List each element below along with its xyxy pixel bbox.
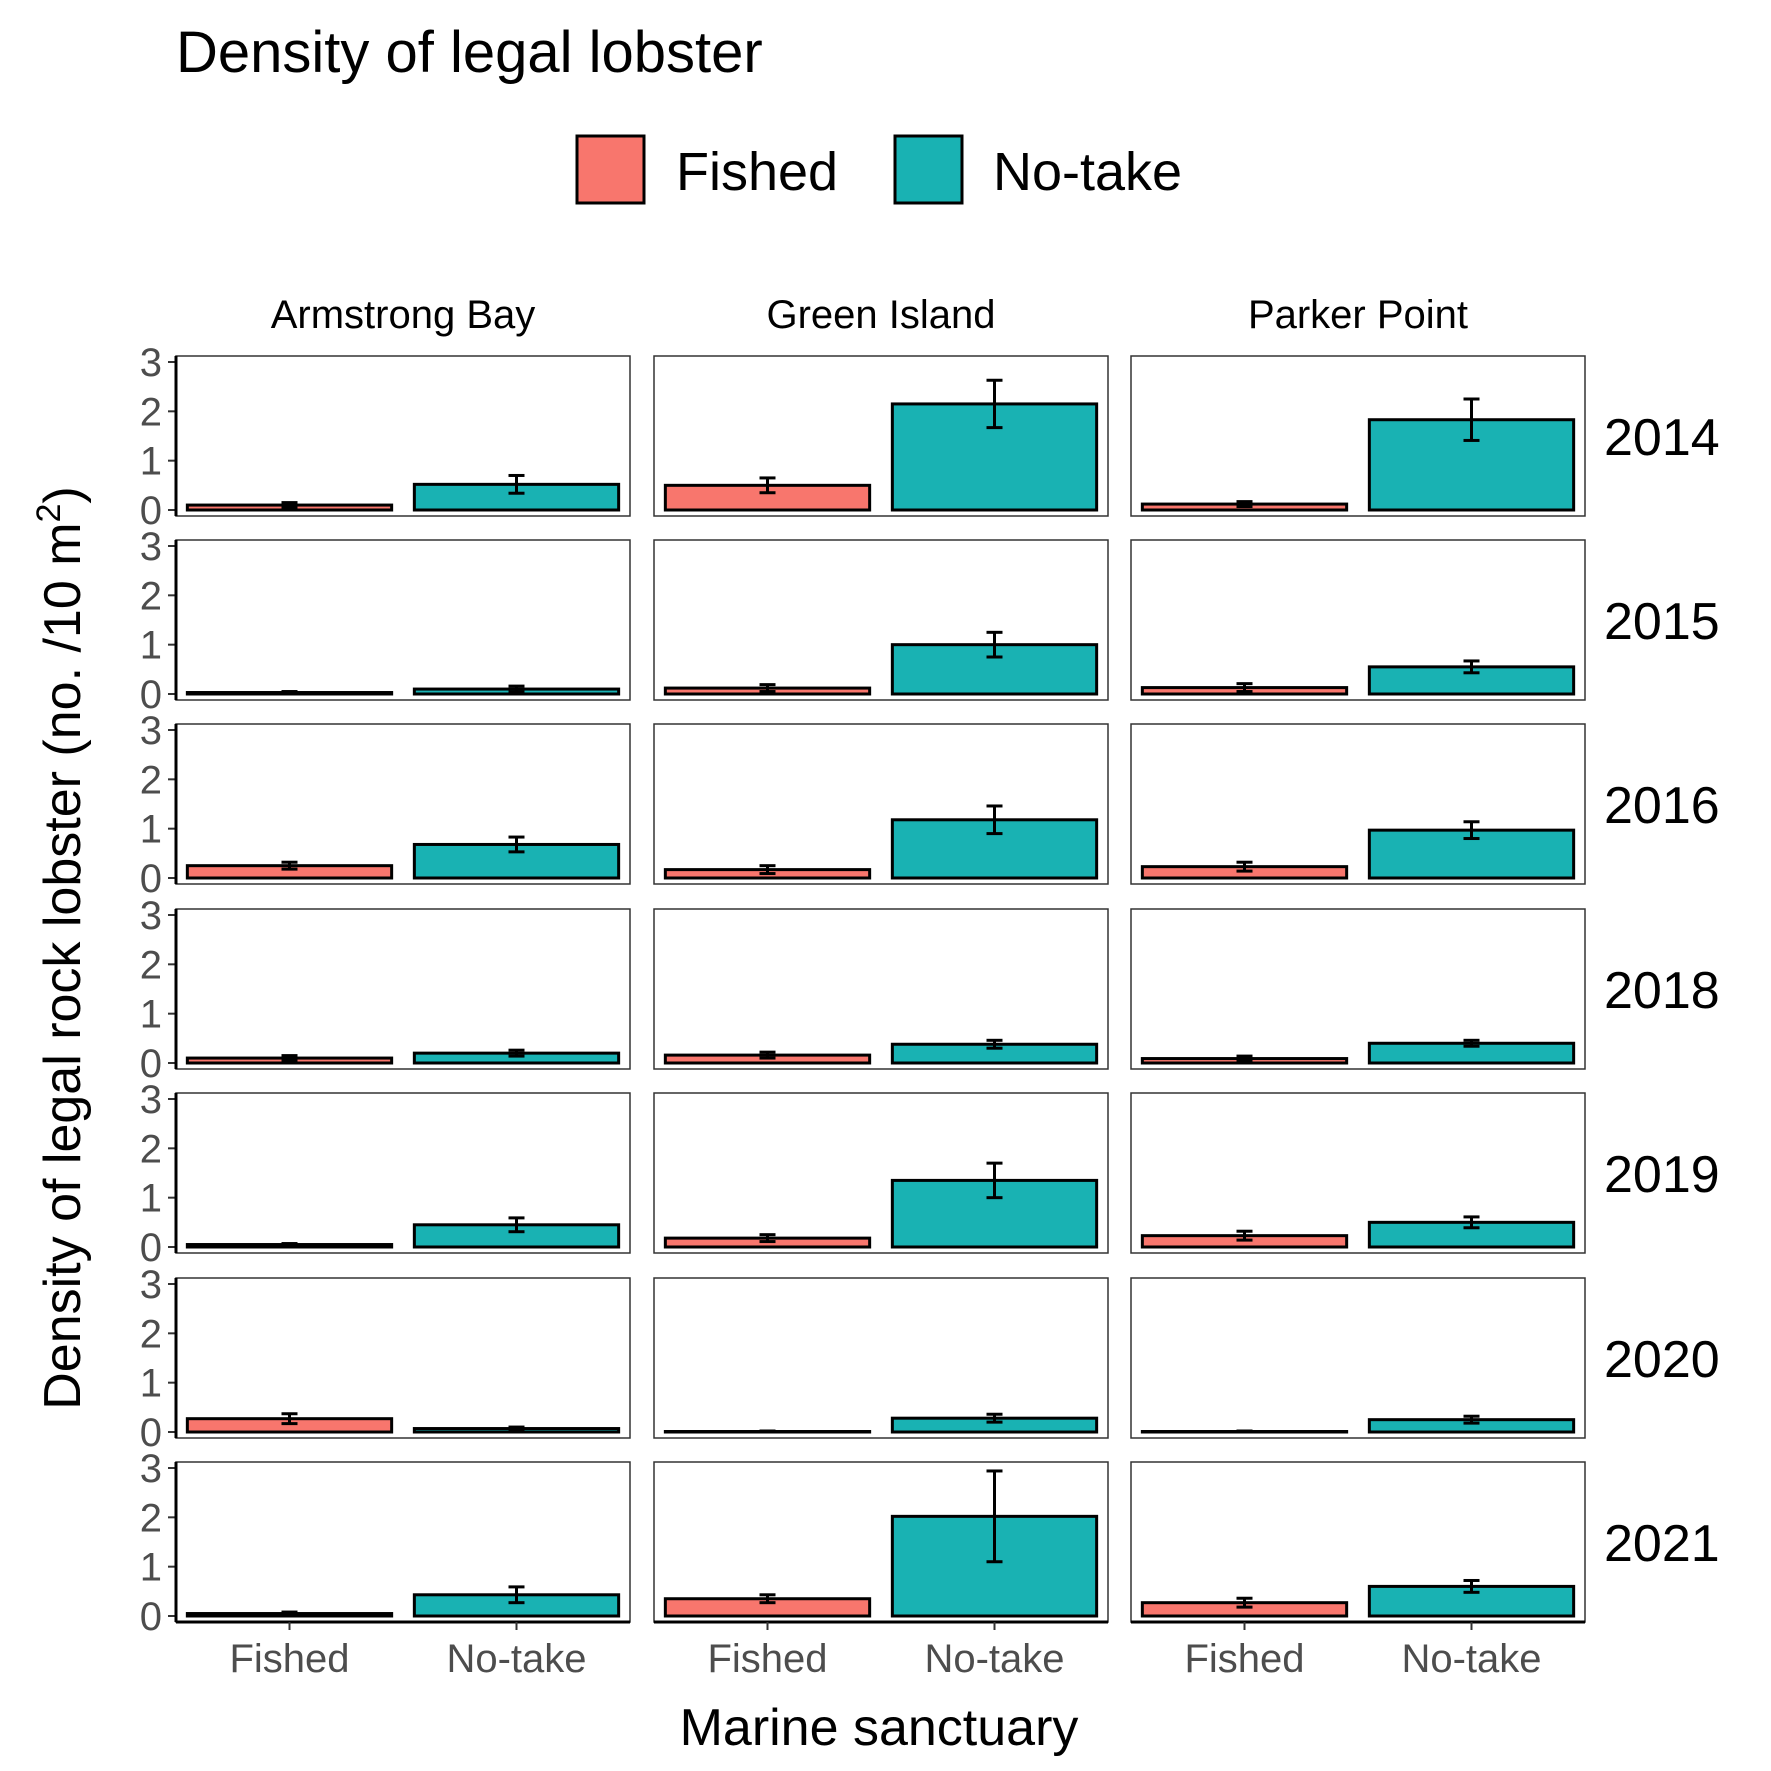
panel-parker-point-2015 (1130, 539, 1586, 701)
panel-armstrong-bay-2020: 0 1 2 3 (140, 1263, 631, 1455)
facet-row-label-2015: 2015 (1604, 593, 1720, 651)
x-axis-label: Marine sanctuary (680, 1699, 1079, 1757)
y-tick-label: 0 (140, 857, 162, 901)
y-tick-label: 1 (140, 624, 162, 668)
y-tick-label: 0 (140, 1411, 162, 1455)
bar-no-take (1367, 828, 1576, 880)
y-tick-label: 2 (140, 1496, 162, 1540)
facet-panels: Armstrong Bay Green Island Parker Point201… (140, 293, 1720, 1681)
y-tick-label: 0 (140, 1595, 162, 1639)
y-tick-label: 2 (140, 758, 162, 802)
facet-row-label-2021: 2021 (1604, 1515, 1720, 1573)
panel-border (175, 539, 631, 701)
chart-title: Density of legal lobster (176, 20, 763, 85)
y-tick-label: 2 (140, 390, 162, 434)
panel-green-island-2019 (653, 1092, 1109, 1254)
y-tick-label: 0 (140, 1042, 162, 1086)
y-tick-label: 3 (140, 1078, 162, 1122)
y-axis-label-superscript: 2 (30, 504, 68, 523)
panel-border (653, 1277, 1109, 1439)
panel-border (1130, 1277, 1586, 1439)
facet-row-label-2020: 2020 (1604, 1331, 1720, 1389)
y-tick-label: 1 (140, 1546, 162, 1590)
facet-row-label-2016: 2016 (1604, 777, 1720, 835)
panel-parker-point-2020 (1130, 1277, 1586, 1439)
y-tick-label: 1 (140, 440, 162, 484)
y-tick-label: 1 (140, 808, 162, 852)
panel-armstrong-bay-2018: 0 1 2 3 (140, 894, 631, 1086)
panel-green-island-2016 (653, 723, 1109, 885)
x-tick-label-no-take: No-take (924, 1637, 1064, 1681)
y-tick-label: 0 (140, 489, 162, 533)
panel-armstrong-bay-2015: 0 1 2 3 (140, 525, 631, 717)
y-tick-label: 0 (140, 673, 162, 717)
panel-green-island-2021: Fished No-take (653, 1461, 1109, 1681)
panel-green-island-2014 (653, 355, 1109, 517)
bar-no-take (890, 402, 1099, 512)
y-tick-label: 1 (140, 1362, 162, 1406)
panel-green-island-2015 (653, 539, 1109, 701)
panel-border (175, 1277, 631, 1439)
y-tick-label: 3 (140, 1263, 162, 1307)
panel-armstrong-bay-2016: 0 1 2 3 (140, 709, 631, 901)
y-tick-label: 2 (140, 1312, 162, 1356)
facet-strip-label-green-island: Green Island (766, 293, 995, 337)
x-tick-label-no-take: No-take (1401, 1637, 1541, 1681)
y-tick-label: 1 (140, 1177, 162, 1221)
legend-label-no-take: No-take (993, 142, 1182, 202)
panel-armstrong-bay-2019: 0 1 2 3 (140, 1078, 631, 1270)
panel-armstrong-bay-2014: 0 1 2 3 (140, 341, 631, 533)
legend-label-fished: Fished (676, 142, 838, 202)
y-tick-label: 2 (140, 1127, 162, 1171)
x-tick-label-fished: Fished (707, 1637, 827, 1681)
y-tick-label: 3 (140, 709, 162, 753)
panel-green-island-2020 (653, 1277, 1109, 1439)
facet-strip-label-armstrong-bay: Armstrong Bay (271, 293, 536, 337)
panel-green-island-2018 (653, 908, 1109, 1070)
facet-row-label-2018: 2018 (1604, 962, 1720, 1020)
panel-border (653, 908, 1109, 1070)
facet-strip-label-parker-point: Parker Point (1248, 293, 1468, 337)
panel-border (175, 908, 631, 1070)
y-tick-label: 0 (140, 1226, 162, 1270)
y-axis-label: Density of legal rock lobster (no. /10 m… (30, 486, 92, 1410)
x-tick-label-fished: Fished (229, 1637, 349, 1681)
y-tick-label: 3 (140, 525, 162, 569)
y-tick-label: 2 (140, 574, 162, 618)
facet-row-label-2014: 2014 (1604, 409, 1720, 467)
y-tick-label: 3 (140, 1447, 162, 1491)
panel-parker-point-2021: Fished No-take (1130, 1461, 1586, 1681)
y-tick-label: 2 (140, 943, 162, 987)
y-tick-label: 1 (140, 993, 162, 1037)
x-tick-label-fished: Fished (1184, 1637, 1304, 1681)
panel-armstrong-bay-2021: 0 1 2 3 Fished No-take (140, 1447, 631, 1681)
facet-row-label-2019: 2019 (1604, 1146, 1720, 1204)
x-tick-label-no-take: No-take (446, 1637, 586, 1681)
y-tick-label: 3 (140, 341, 162, 385)
y-tick-label: 3 (140, 894, 162, 938)
legend: Fished No-take (575, 134, 1182, 205)
panel-parker-point-2016 (1130, 723, 1586, 885)
panel-parker-point-2014 (1130, 355, 1586, 517)
panel-parker-point-2019 (1130, 1092, 1586, 1254)
panel-parker-point-2018 (1130, 908, 1586, 1070)
legend-key-no-take (893, 134, 964, 205)
legend-key-fished (575, 134, 646, 205)
